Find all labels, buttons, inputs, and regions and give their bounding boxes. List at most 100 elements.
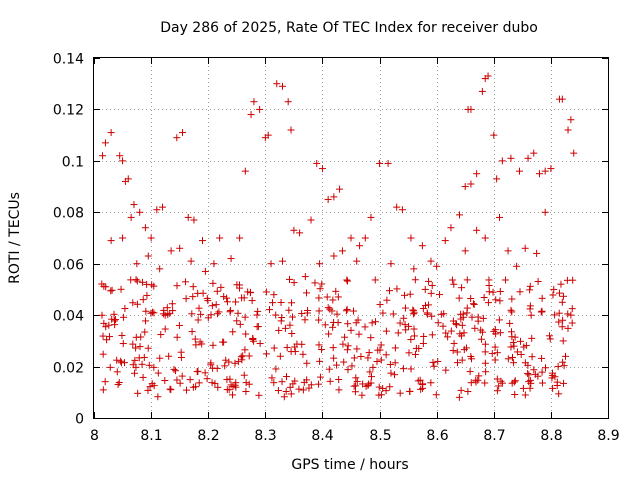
data-point bbox=[293, 340, 301, 348]
data-point bbox=[182, 386, 190, 394]
data-point bbox=[524, 370, 532, 378]
data-point bbox=[111, 321, 119, 329]
data-point bbox=[298, 310, 306, 318]
data-point bbox=[548, 374, 556, 382]
data-point bbox=[410, 325, 418, 333]
data-point bbox=[156, 354, 164, 362]
y-tick-label: 0 bbox=[75, 412, 84, 428]
data-point bbox=[121, 305, 129, 313]
data-point bbox=[318, 280, 326, 288]
data-point bbox=[273, 80, 281, 88]
data-point bbox=[227, 306, 235, 314]
data-point bbox=[364, 354, 372, 362]
data-point bbox=[477, 335, 485, 343]
data-point bbox=[468, 313, 476, 321]
data-point bbox=[179, 129, 187, 137]
data-point bbox=[182, 295, 190, 303]
data-point bbox=[303, 289, 311, 297]
data-point bbox=[559, 292, 567, 300]
data-point bbox=[520, 343, 528, 351]
data-point bbox=[307, 216, 315, 224]
data-point bbox=[223, 294, 231, 302]
data-point bbox=[330, 354, 338, 362]
data-point bbox=[567, 116, 575, 124]
data-point bbox=[194, 316, 202, 324]
data-point bbox=[405, 322, 413, 330]
data-point bbox=[133, 277, 141, 285]
y-tick-label: 0.14 bbox=[53, 52, 84, 68]
data-point bbox=[434, 319, 442, 327]
data-point bbox=[376, 159, 384, 167]
data-point bbox=[301, 316, 309, 324]
data-point bbox=[393, 203, 401, 211]
data-point bbox=[396, 389, 404, 397]
data-point bbox=[491, 326, 499, 334]
data-point bbox=[396, 319, 404, 327]
data-point bbox=[284, 98, 292, 106]
data-point bbox=[106, 363, 114, 371]
data-point bbox=[291, 348, 299, 356]
data-point bbox=[333, 361, 341, 369]
grid-lines bbox=[94, 58, 608, 418]
data-point bbox=[120, 313, 128, 321]
data-point bbox=[265, 306, 273, 314]
data-point bbox=[198, 340, 206, 348]
data-point bbox=[547, 165, 555, 173]
x-tick-label: 8.1 bbox=[140, 428, 162, 444]
data-point bbox=[549, 369, 557, 377]
data-point bbox=[335, 386, 343, 394]
data-point bbox=[287, 390, 295, 398]
data-point bbox=[348, 362, 356, 370]
data-point bbox=[453, 321, 461, 329]
data-point bbox=[493, 375, 501, 383]
data-point bbox=[254, 307, 262, 315]
data-point bbox=[361, 323, 369, 331]
data-point bbox=[142, 307, 150, 315]
data-point bbox=[144, 386, 152, 394]
data-point bbox=[513, 262, 521, 270]
data-point bbox=[463, 309, 471, 317]
data-point bbox=[508, 295, 516, 303]
data-point bbox=[316, 285, 324, 293]
data-point bbox=[226, 375, 234, 383]
data-point bbox=[400, 314, 408, 322]
data-point bbox=[136, 343, 144, 351]
data-point bbox=[299, 386, 307, 394]
data-point bbox=[481, 379, 489, 387]
data-point bbox=[467, 353, 475, 361]
data-point bbox=[150, 363, 158, 371]
data-point bbox=[416, 376, 424, 384]
data-point bbox=[311, 279, 319, 287]
data-point bbox=[286, 383, 294, 391]
data-point bbox=[377, 391, 385, 399]
data-point bbox=[449, 317, 457, 325]
data-point bbox=[211, 379, 219, 387]
data-point bbox=[530, 149, 538, 157]
data-point bbox=[255, 391, 263, 399]
data-point bbox=[353, 345, 361, 353]
data-point bbox=[526, 305, 534, 313]
data-point bbox=[461, 183, 469, 191]
data-point bbox=[555, 390, 563, 398]
data-point bbox=[190, 216, 198, 224]
data-point bbox=[144, 252, 152, 260]
data-point bbox=[156, 265, 164, 273]
data-point bbox=[133, 300, 141, 308]
data-point bbox=[326, 377, 334, 385]
data-point bbox=[568, 305, 576, 313]
data-point bbox=[245, 380, 253, 388]
data-point bbox=[217, 283, 225, 291]
data-point bbox=[558, 298, 566, 306]
data-point bbox=[560, 379, 568, 387]
data-point bbox=[508, 328, 516, 336]
data-point bbox=[315, 341, 323, 349]
data-point bbox=[402, 326, 410, 334]
data-point bbox=[173, 134, 181, 142]
data-point bbox=[490, 131, 498, 139]
data-point bbox=[538, 379, 546, 387]
data-point bbox=[332, 287, 340, 295]
data-point bbox=[423, 309, 431, 317]
data-point bbox=[447, 327, 455, 335]
x-tick-label: 8.7 bbox=[483, 428, 505, 444]
data-point bbox=[262, 288, 270, 296]
